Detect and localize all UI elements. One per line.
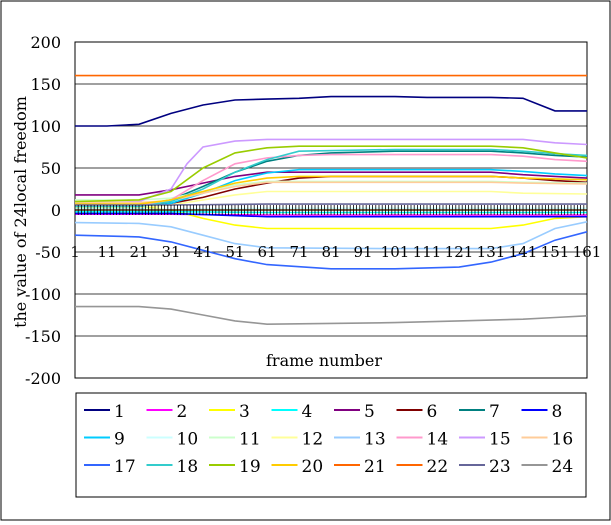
- x-tick-label: 11: [97, 243, 116, 261]
- x-tick-label: 131: [477, 243, 506, 261]
- x-tick-label: 61: [257, 243, 276, 261]
- series-line-23: [75, 204, 587, 205]
- x-tick-label: 41: [193, 243, 212, 261]
- y-axis-label: the value of 24local freedom: [11, 96, 30, 328]
- legend-label: 4: [302, 402, 313, 422]
- legend-label: 12: [302, 430, 324, 450]
- legend-label: 17: [114, 457, 136, 477]
- legend-label: 3: [239, 402, 250, 422]
- y-tick-label: 50: [41, 159, 61, 178]
- x-tick-label: 51: [225, 243, 244, 261]
- legend-label: 11: [239, 430, 261, 450]
- x-tick-label: 71: [289, 243, 308, 261]
- legend-label: 18: [177, 457, 199, 477]
- legend-label: 2: [177, 402, 188, 422]
- y-tick-label: 100: [30, 117, 61, 136]
- y-tick-label: -50: [35, 243, 61, 262]
- x-tick-label: 101: [381, 243, 410, 261]
- legend-label: 23: [489, 457, 511, 477]
- legend-label: 8: [552, 402, 563, 422]
- y-tick-label: 0: [51, 201, 61, 220]
- y-tick-label: 200: [30, 33, 61, 52]
- legend-label: 14: [427, 430, 449, 450]
- legend-label: 15: [489, 430, 511, 450]
- y-tick-label: -100: [25, 285, 61, 304]
- x-tick-label: 111: [413, 243, 442, 261]
- x-axis-label: frame number: [266, 351, 382, 370]
- x-tick-label: 151: [541, 243, 570, 261]
- y-tick-label: 150: [30, 75, 61, 94]
- x-tick-label: 81: [321, 243, 340, 261]
- legend-label: 6: [427, 402, 438, 422]
- y-tick-label: -150: [25, 327, 61, 346]
- legend-label: 13: [364, 430, 386, 450]
- legend-label: 5: [364, 402, 375, 422]
- x-tick-label: 21: [129, 243, 148, 261]
- legend-label: 24: [552, 457, 574, 477]
- legend-label: 10: [177, 430, 199, 450]
- legend-label: 21: [364, 457, 386, 477]
- x-tick-label: 1: [70, 243, 80, 261]
- legend-label: 19: [239, 457, 261, 477]
- legend-label: 20: [302, 457, 324, 477]
- legend-label: 16: [552, 430, 574, 450]
- x-tick-label: 31: [161, 243, 180, 261]
- legend-label: 7: [489, 402, 500, 422]
- x-tick-label: 161: [573, 243, 602, 261]
- x-tick-label: 121: [445, 243, 474, 261]
- legend-label: 9: [114, 430, 125, 450]
- legend-label: 1: [114, 402, 125, 422]
- y-tick-label: -200: [25, 369, 61, 388]
- x-tick-label: 141: [509, 243, 538, 261]
- legend-label: 22: [427, 457, 449, 477]
- x-tick-label: 91: [353, 243, 372, 261]
